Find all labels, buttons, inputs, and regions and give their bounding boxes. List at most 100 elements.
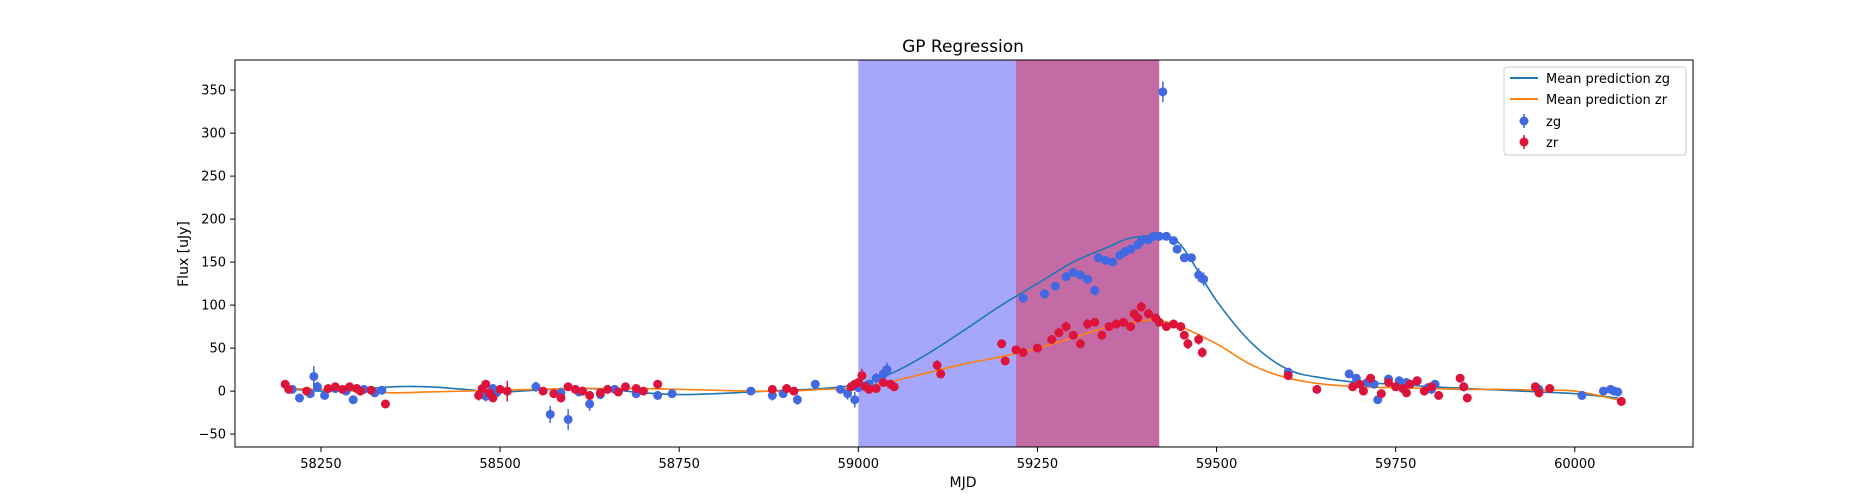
x-tick: 59750 <box>1375 447 1416 472</box>
y-tick: 50 <box>209 342 235 357</box>
marker <box>502 386 512 396</box>
point-zg-49 <box>1101 255 1111 265</box>
point-zr-82 <box>1366 373 1376 383</box>
marker <box>1344 369 1354 379</box>
x-axis-ticks: 58250 58500 58750 59000 59250 59500 59750 60000 <box>300 447 1595 472</box>
point-zr-78 <box>1312 384 1322 394</box>
point-zr-1 <box>284 384 294 394</box>
marker <box>1412 376 1422 386</box>
marker <box>936 369 946 379</box>
y-tick: 150 <box>201 256 235 271</box>
marker <box>355 386 365 396</box>
point-zr-19 <box>549 389 559 399</box>
marker <box>1462 393 1472 403</box>
marker <box>1083 319 1093 329</box>
point-zr-66 <box>1136 301 1146 312</box>
point-zr-25 <box>595 388 605 398</box>
marker <box>1169 319 1179 329</box>
marker <box>284 384 294 394</box>
marker <box>835 384 845 394</box>
marker <box>1401 388 1411 398</box>
marker <box>1186 253 1196 263</box>
marker <box>1419 386 1429 396</box>
point-zg-61 <box>1169 236 1179 246</box>
marker <box>1075 270 1085 280</box>
x-tick-label: 58750 <box>659 457 700 472</box>
marker <box>302 386 312 396</box>
point-zr-28 <box>620 382 630 392</box>
point-zr-42 <box>878 378 888 387</box>
plot-frame <box>234 59 1694 448</box>
marker <box>563 414 573 424</box>
y-tick: 100 <box>201 299 235 314</box>
y-tick-label: 350 <box>201 84 226 99</box>
point-zr-5 <box>337 384 347 394</box>
legend: Mean prediction zg Mean prediction zr zg… <box>1503 66 1687 156</box>
point-zr-80 <box>1355 379 1365 389</box>
marker <box>1176 322 1186 332</box>
shaded-region-1 <box>1015 60 1160 447</box>
marker <box>1598 386 1608 396</box>
marker <box>323 384 333 394</box>
point-zg-1 <box>294 393 304 403</box>
point-zr-79 <box>1348 382 1358 392</box>
data-points <box>280 81 1626 430</box>
x-tick-label: 59250 <box>1017 457 1058 472</box>
y-tick: 250 <box>201 170 235 185</box>
marker <box>853 378 863 387</box>
marker <box>570 384 580 394</box>
x-axis-label: MJD <box>950 475 977 491</box>
marker <box>1283 371 1293 381</box>
y-tick-label: 150 <box>201 256 226 271</box>
point-zg-38 <box>882 362 892 377</box>
marker <box>1426 382 1436 392</box>
marker <box>1348 382 1358 392</box>
marker <box>345 382 355 392</box>
marker <box>1136 236 1146 246</box>
marker <box>620 382 630 392</box>
marker <box>585 399 595 409</box>
marker <box>481 379 491 389</box>
point-zg-36 <box>871 373 881 384</box>
marker <box>1111 319 1121 329</box>
point-zg-11 <box>377 385 387 395</box>
point-zr-61 <box>1111 319 1121 329</box>
marker <box>330 382 340 392</box>
marker <box>1534 388 1544 398</box>
marker <box>889 382 899 392</box>
legend-label-line-zg: Mean prediction zg <box>1546 72 1670 87</box>
marker <box>1054 328 1064 338</box>
point-zg-59 <box>1158 81 1168 103</box>
point-zr-60 <box>1104 322 1114 332</box>
point-zr-18 <box>538 386 548 396</box>
point-zr-83 <box>1376 389 1386 399</box>
marker <box>1172 244 1182 254</box>
marker <box>495 384 505 394</box>
point-zr-22 <box>570 384 580 394</box>
marker <box>613 387 623 397</box>
marker <box>1616 396 1626 406</box>
marker <box>1108 257 1118 267</box>
x-tick: 60000 <box>1554 447 1595 472</box>
point-zr-17 <box>502 380 512 402</box>
point-zr-97 <box>1534 388 1544 398</box>
point-zr-27 <box>613 387 623 397</box>
marker <box>1068 267 1078 277</box>
point-zg-18 <box>563 409 573 430</box>
point-zg-16 <box>545 405 555 423</box>
legend-marker-zg <box>1519 116 1529 126</box>
marker <box>667 389 677 399</box>
point-zg-30 <box>810 379 820 389</box>
point-zg-5 <box>320 390 330 400</box>
marker <box>1093 253 1103 263</box>
x-tick: 58750 <box>659 447 700 472</box>
point-zg-31 <box>835 384 845 394</box>
legend-label-series-zr: zr <box>1546 136 1559 151</box>
marker <box>312 382 322 392</box>
point-zr-89 <box>1412 376 1422 386</box>
point-zr-37 <box>853 378 863 387</box>
point-zr-98 <box>1545 384 1555 394</box>
marker <box>1101 255 1111 265</box>
y-tick-label: −50 <box>199 428 226 443</box>
point-zg-68 <box>1344 369 1354 379</box>
